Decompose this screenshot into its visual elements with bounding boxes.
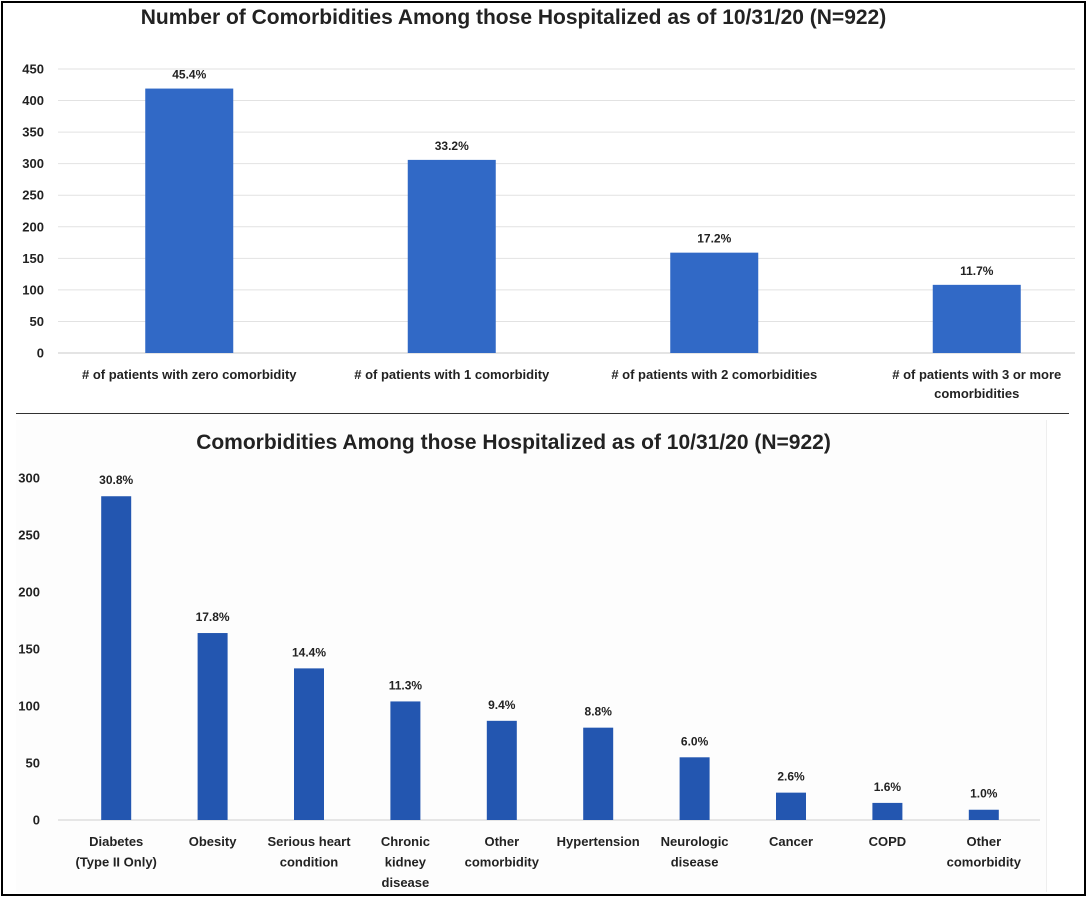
x-category-label: Obesity [189,834,237,849]
y-tick-label: 50 [30,314,44,329]
y-tick-label: 300 [18,471,40,486]
y-tick-label: 300 [22,156,44,171]
x-category-label: comorbidity [947,855,1022,870]
data-label: 1.6% [874,780,902,794]
top-chart: 0 50 100 150 200 250 300 350 400 450 45.4% # of pat… [22,62,1075,401]
y-tick-label: 200 [22,219,44,234]
bar [145,88,234,353]
bar [294,668,324,820]
x-category-label: comorbidities [934,386,1019,401]
x-category-label: Other [484,834,519,849]
chart-divider [16,413,1069,414]
y-tick-label: 0 [33,813,40,828]
y-tick-label: 350 [22,125,44,140]
x-category-label: (Type II Only) [76,855,157,870]
top-chart-title: Number of Comorbidities Among those Hosp… [140,6,887,29]
y-tick-label: 400 [22,93,44,108]
data-label: 8.8% [585,705,613,719]
bar [968,809,999,820]
y-tick-label: 0 [37,346,44,361]
x-category-label: comorbidity [465,855,540,870]
x-category-label: Chronic [381,834,430,849]
x-category-label: Other [966,834,1001,849]
bar [101,496,132,820]
bar [486,720,517,820]
x-category-label: Serious heart [267,834,351,849]
data-label: 11.7% [960,264,994,278]
y-tick-label: 50 [26,756,40,771]
data-label: 6.0% [681,734,709,748]
data-label: 30.8% [99,473,133,487]
data-label: 9.4% [488,698,516,712]
x-category-label: kidney [385,855,427,870]
x-category-label: Diabetes [89,834,143,849]
y-tick-label: 150 [22,251,44,266]
x-category-label: condition [280,855,339,870]
x-category-label: disease [671,855,719,870]
bar [776,792,806,820]
y-tick-label: 100 [22,282,44,297]
data-label: 1.0% [970,787,998,801]
bar [407,159,496,353]
data-label: 11.3% [389,678,423,692]
y-tick-label: 250 [22,188,44,203]
x-category-label: Hypertension [557,834,640,849]
bar [390,701,421,820]
data-label: 45.4% [172,68,206,82]
y-tick-label: 250 [18,528,40,543]
data-label: 17.2% [697,232,731,246]
bar [197,633,228,820]
bar [679,757,710,820]
x-category-label: Cancer [769,834,813,849]
data-label: 33.2% [435,139,469,153]
y-tick-label: 100 [18,699,40,714]
bottom-chart-title: Comorbidities Among those Hospitalized a… [196,431,831,454]
bar [932,284,1021,353]
data-label: 14.4% [292,645,326,659]
x-category-label: # of patients with zero comorbidity [82,367,297,382]
x-category-label: # of patients with 3 or more [892,367,1061,382]
data-label: 17.8% [196,610,230,624]
x-category-label: COPD [869,834,907,849]
data-label: 2.6% [777,770,805,784]
y-tick-label: 200 [18,585,40,600]
y-tick-label: 450 [22,62,44,77]
x-category-label: Neurologic [661,834,729,849]
y-tick-label: 150 [18,642,40,657]
bar [872,802,903,820]
x-category-label: # of patients with 2 comorbidities [611,367,817,382]
x-category-label: # of patients with 1 comorbidity [354,367,550,382]
x-category-label: disease [382,875,430,890]
bar [670,252,759,353]
bar [583,727,614,820]
